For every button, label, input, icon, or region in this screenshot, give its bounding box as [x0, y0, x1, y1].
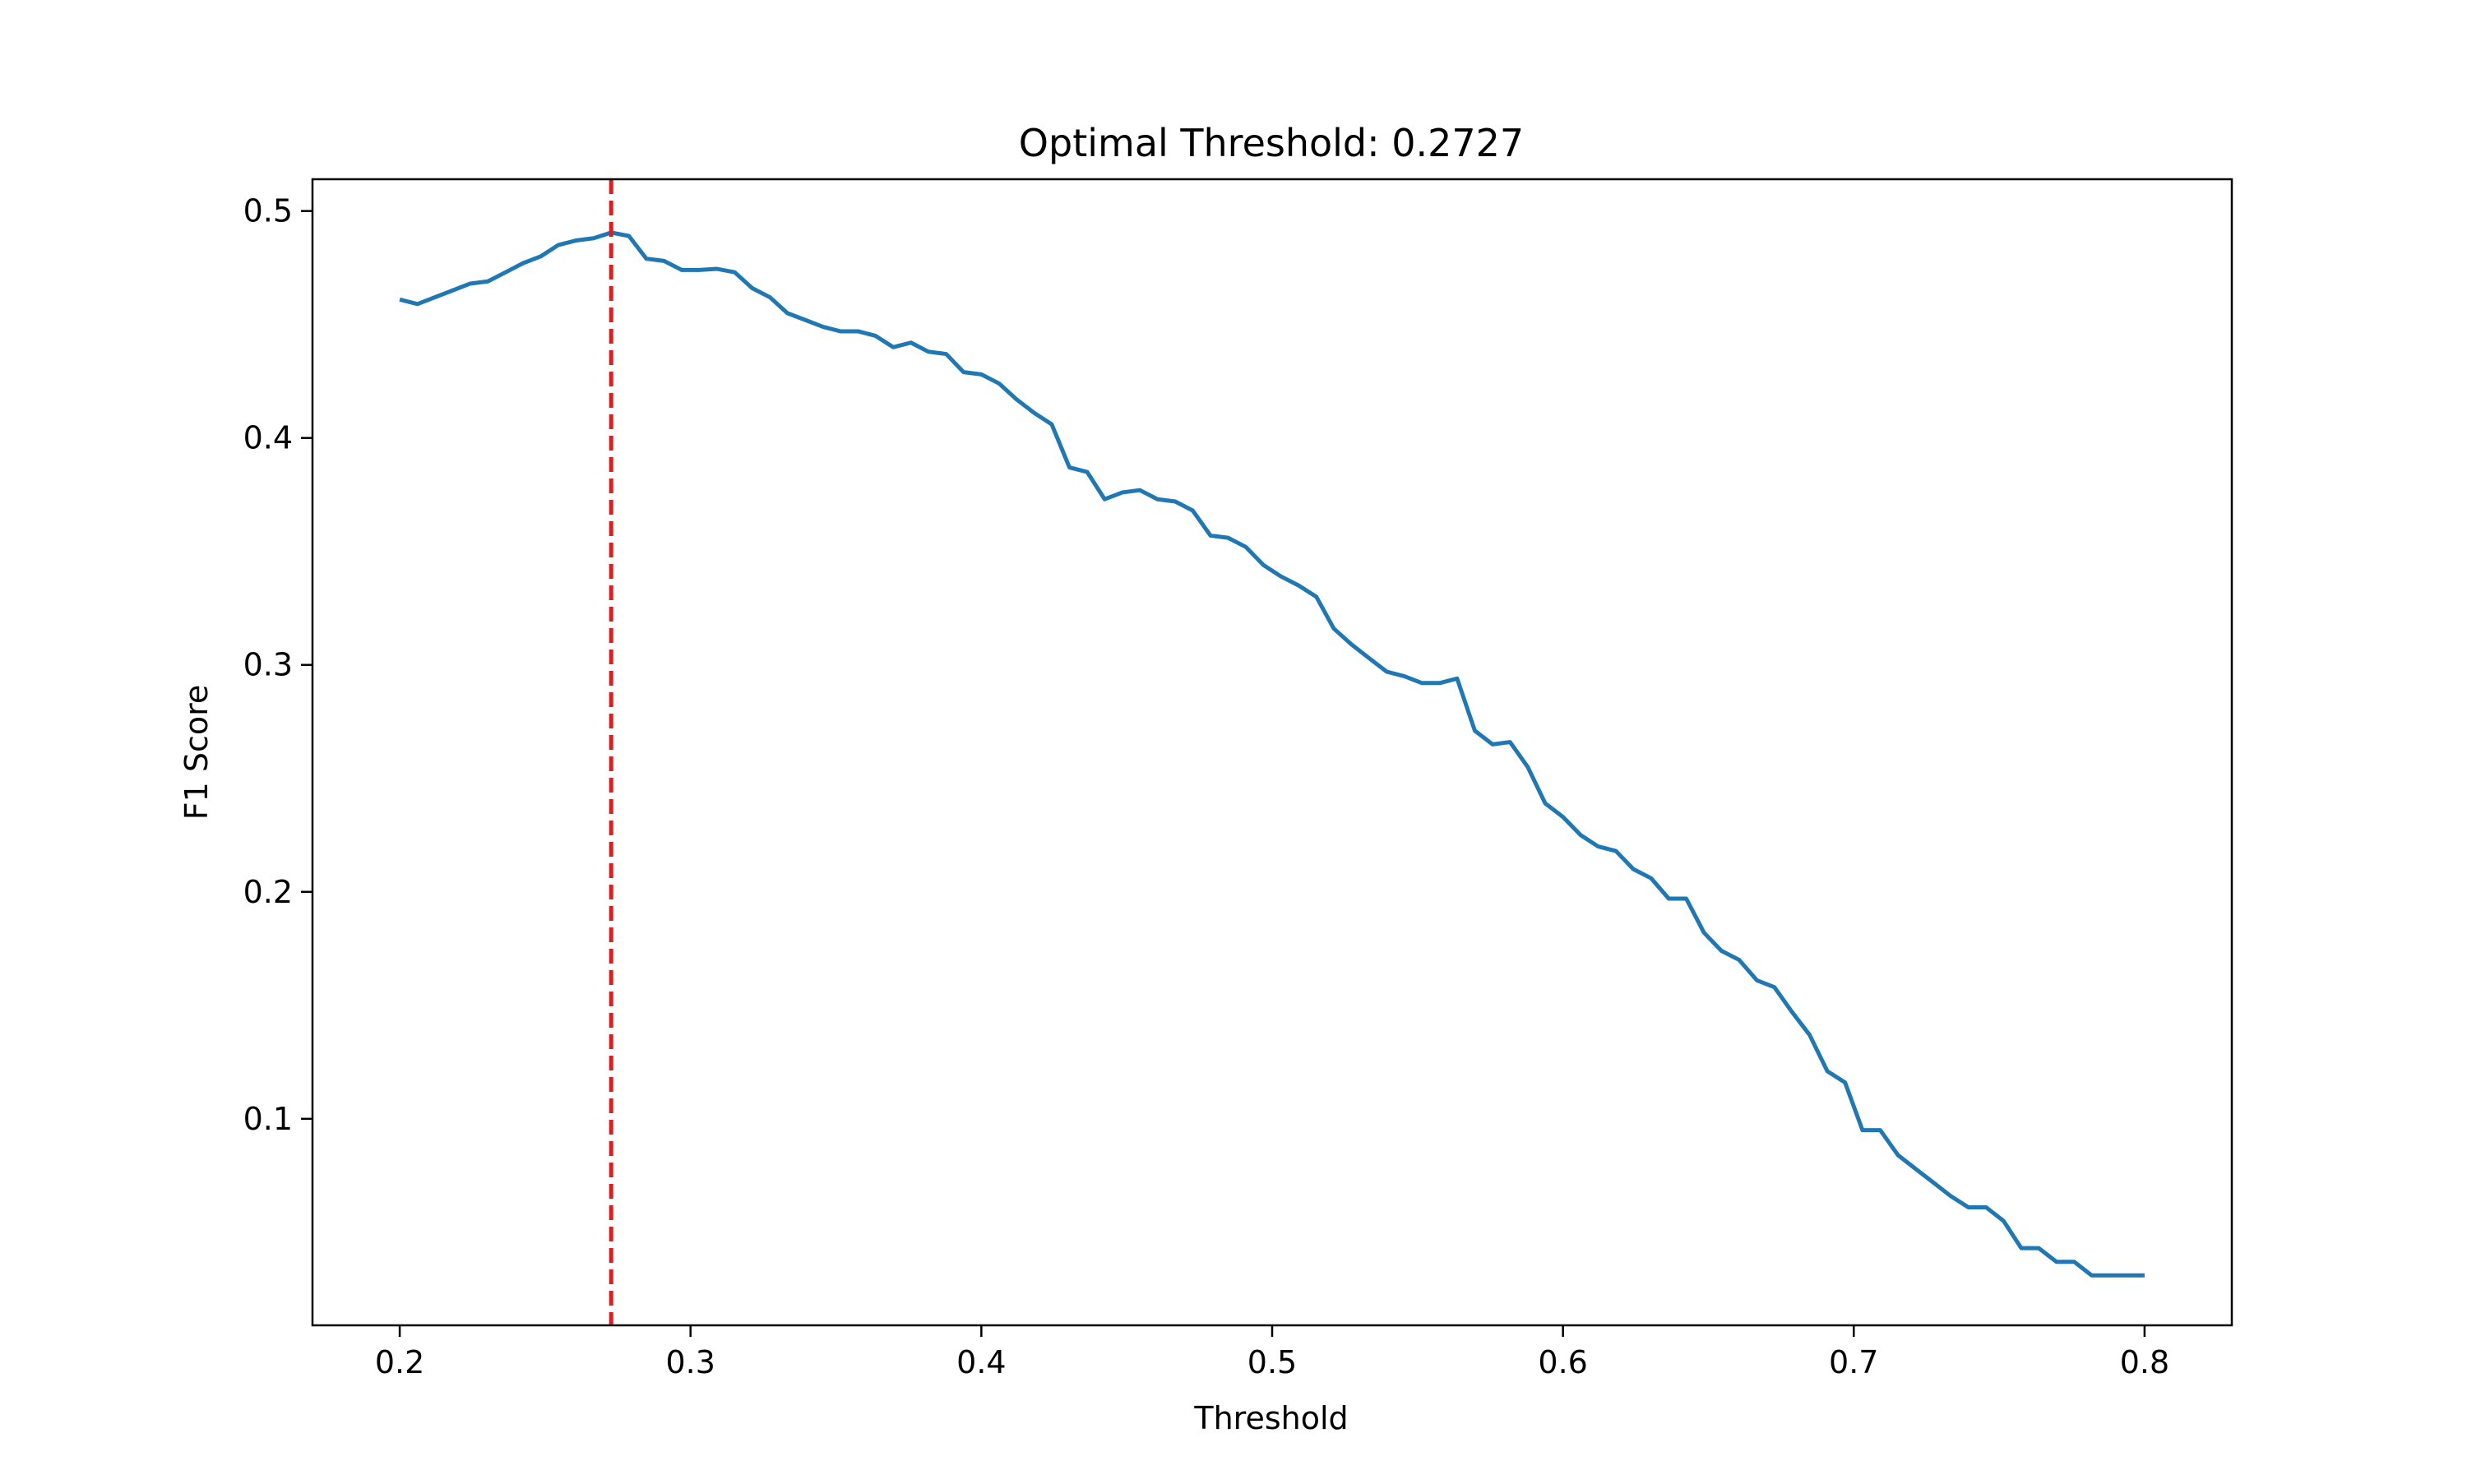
- x-tick-label: 0.8: [2120, 1344, 2169, 1380]
- x-tick-label: 0.2: [375, 1344, 424, 1380]
- y-tick-label: 0.3: [243, 647, 293, 683]
- plot-layer: [399, 179, 2145, 1325]
- x-tick-label: 0.4: [956, 1344, 1006, 1380]
- x-tick-label: 0.3: [666, 1344, 715, 1380]
- x-tick-label: 0.7: [1829, 1344, 1878, 1380]
- y-tick-label: 0.2: [243, 874, 293, 910]
- x-axis-label: Threshold: [1193, 1400, 1348, 1436]
- f1-score-line: [399, 230, 2145, 1278]
- y-tick-label: 0.4: [243, 420, 293, 456]
- x-tick-label: 0.6: [1538, 1344, 1587, 1380]
- chart-title: Optimal Threshold: 0.2727: [1019, 121, 1524, 165]
- y-tick-label: 0.5: [243, 193, 293, 229]
- axes-layer: 0.2 0.3 0.4 0.5 0.6 0.7 0.8 0.1 0.2 0.3 0.4 0.5: [243, 178, 2233, 1380]
- y-axis-label: F1 Score: [178, 685, 215, 821]
- y-tick-label: 0.1: [243, 1101, 293, 1137]
- x-tick-label: 0.5: [1247, 1344, 1297, 1380]
